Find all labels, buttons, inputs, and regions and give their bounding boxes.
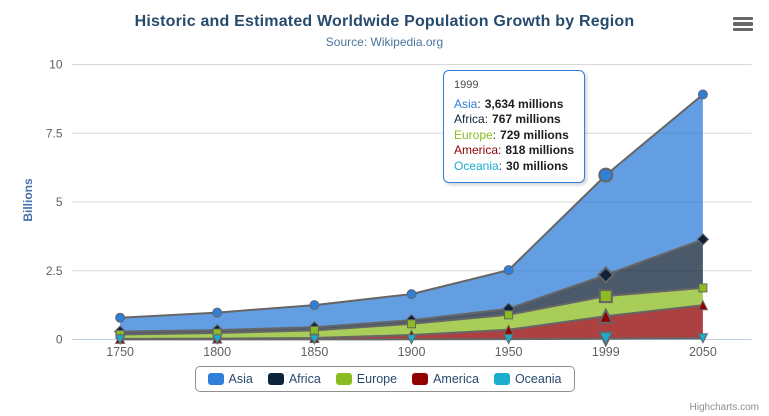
marker-asia-1750[interactable]	[115, 312, 126, 323]
marker-oceania-1900[interactable]	[406, 334, 417, 345]
marker-africa-2050[interactable]	[696, 233, 710, 246]
marker-america-1999[interactable]	[597, 307, 614, 324]
marker-europe-2050[interactable]	[698, 283, 708, 293]
legend-label: Europe	[356, 372, 398, 386]
y-axis-label: 5	[56, 195, 63, 209]
highcharts-credits-link[interactable]: Highcharts.com	[689, 402, 759, 413]
marker-europe-1999[interactable]	[598, 289, 613, 304]
marker-europe-1900[interactable]	[407, 319, 416, 329]
legend-item-america[interactable]: America	[412, 372, 479, 386]
legend-swatch	[207, 373, 224, 385]
marker-asia-1850[interactable]	[309, 300, 320, 311]
x-axis-label: 1800	[203, 345, 231, 359]
marker-america-2050[interactable]	[697, 299, 709, 311]
legend-item-africa[interactable]: Africa	[267, 372, 321, 386]
marker-oceania-2050[interactable]	[697, 333, 709, 344]
hamburger-icon	[733, 16, 753, 21]
x-axis-label: 1950	[495, 345, 523, 359]
marker-asia-1950[interactable]	[503, 265, 514, 276]
legend-label: America	[433, 372, 479, 386]
area-band-america	[120, 305, 703, 340]
y-axis-label: 0	[56, 333, 63, 347]
legend-swatch	[493, 373, 510, 385]
marker-oceania-1999[interactable]	[597, 331, 614, 348]
area-band-africa	[120, 239, 703, 335]
marker-oceania-1950[interactable]	[503, 334, 514, 345]
legend-swatch	[335, 373, 352, 385]
legend-item-asia[interactable]: Asia	[207, 372, 253, 386]
legend-item-europe[interactable]: Europe	[335, 372, 398, 386]
marker-oceania-1750[interactable]	[114, 334, 126, 346]
marker-asia-1900[interactable]	[406, 289, 417, 300]
marker-asia-2050[interactable]	[697, 89, 708, 100]
x-axis-label: 1999	[592, 345, 620, 359]
marker-asia-1999[interactable]	[598, 167, 614, 183]
legend-label: Africa	[288, 372, 321, 386]
marker-africa-1999[interactable]	[596, 266, 615, 284]
marker-europe-1950[interactable]	[504, 310, 514, 320]
marker-oceania-1850[interactable]	[309, 334, 320, 346]
y-axis-label: 7.5	[46, 126, 63, 140]
marker-oceania-1800[interactable]	[211, 334, 223, 346]
chart-title: Historic and Estimated Worldwide Populat…	[134, 13, 635, 30]
legend-swatch	[412, 373, 429, 385]
legend-label: Asia	[228, 372, 253, 386]
context-menu-button[interactable]	[730, 14, 756, 34]
area-band-asia	[120, 94, 703, 332]
marker-asia-1800[interactable]	[212, 307, 223, 318]
y-axis-label: 2.5	[46, 264, 63, 278]
legend-box: Asia Africa Europe America Oceania	[194, 366, 575, 392]
x-axis-label: 1750	[106, 345, 134, 359]
legend-swatch	[267, 373, 284, 385]
x-axis-label: 1900	[398, 345, 426, 359]
y-axis-label: 10	[49, 58, 63, 72]
x-axis-label: 2050	[689, 345, 717, 359]
legend-item-oceania[interactable]: Oceania	[493, 372, 562, 386]
chart-subtitle: Source: Wikipedia.org	[325, 35, 444, 49]
x-axis-label: 1850	[300, 345, 328, 359]
legend-label: Oceania	[514, 372, 562, 386]
